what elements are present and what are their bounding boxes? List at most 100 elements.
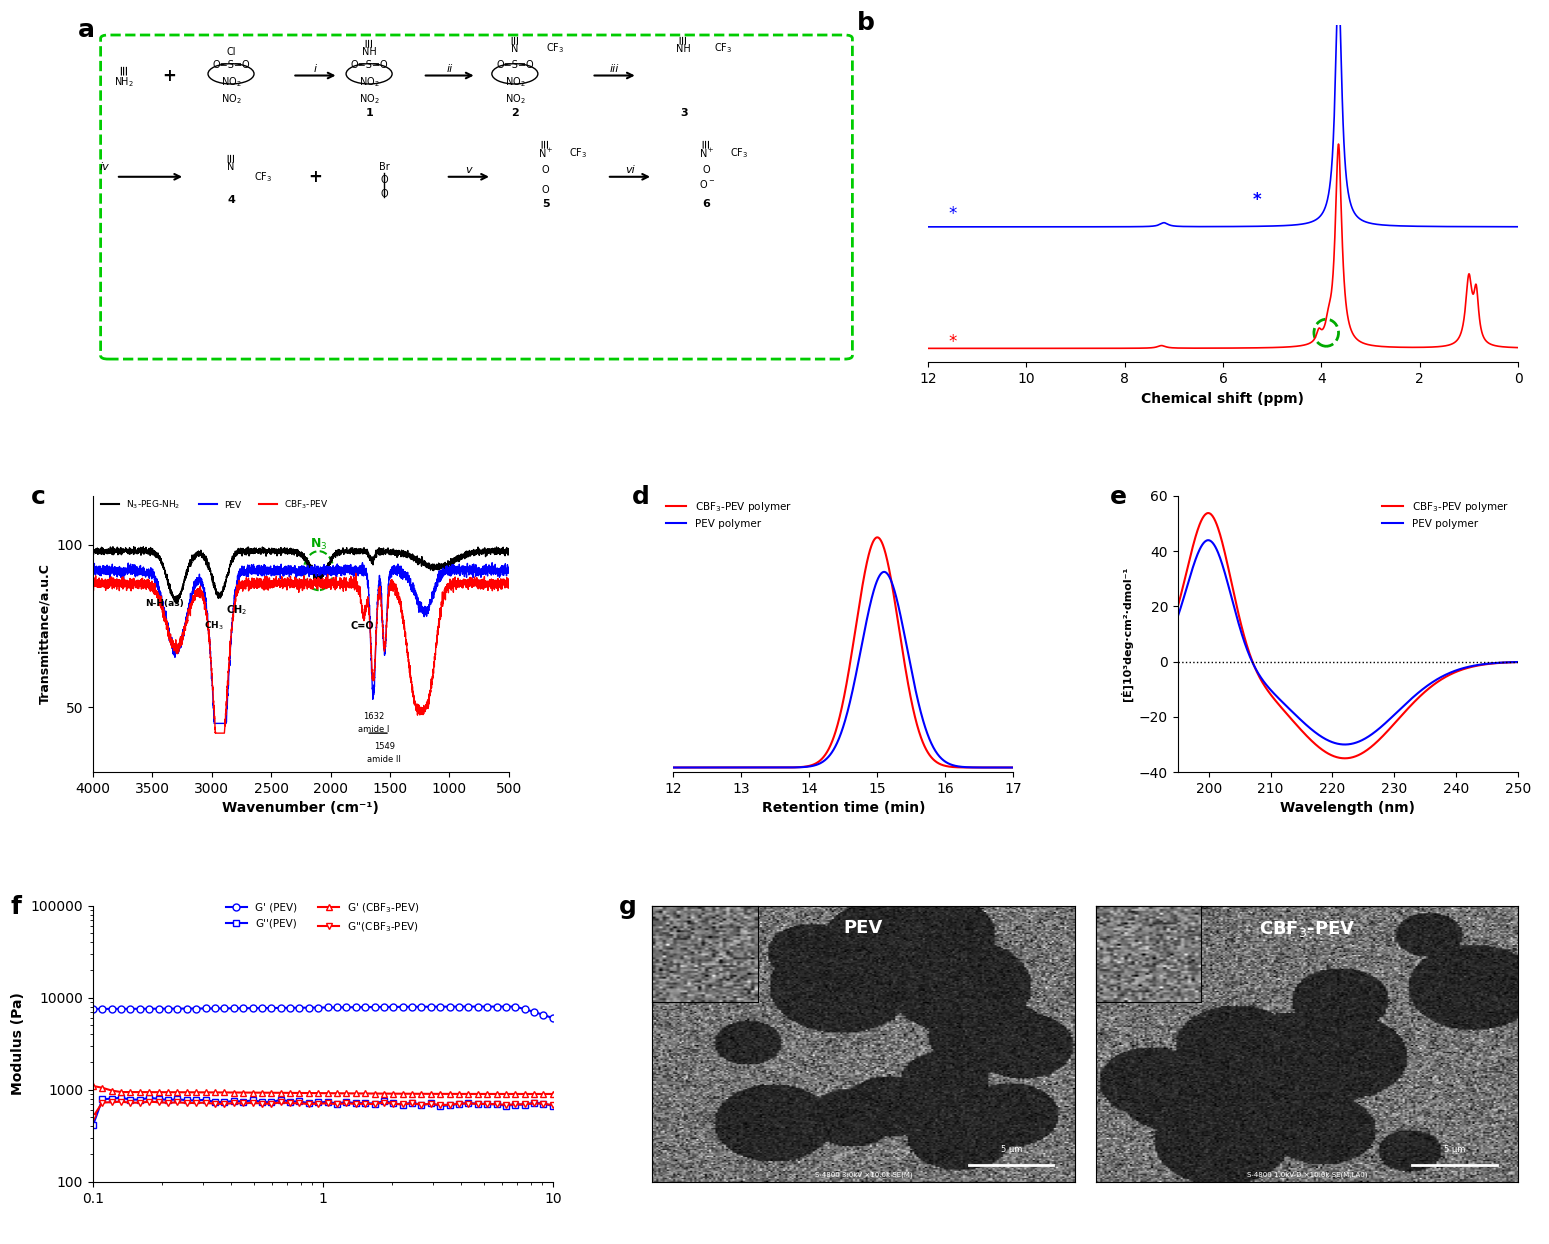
G''(CBF$_3$-PEV) xyxy=(497,1097,516,1112)
G' (PEV) xyxy=(375,999,393,1014)
G' (CBF$_3$-PEV) xyxy=(308,1086,327,1101)
Text: *: * xyxy=(948,205,957,223)
Text: NH$_2$: NH$_2$ xyxy=(113,76,133,90)
G''(PEV) xyxy=(112,1090,130,1105)
G''(CBF$_3$-PEV) xyxy=(149,1095,167,1110)
Text: ≡: ≡ xyxy=(508,34,522,44)
G' (CBF$_3$-PEV) xyxy=(366,1086,384,1101)
G' (PEV) xyxy=(544,1010,562,1025)
Text: 3: 3 xyxy=(680,108,688,118)
G' (PEV) xyxy=(149,1001,167,1016)
G''(CBF$_3$-PEV) xyxy=(393,1097,412,1112)
G''(PEV) xyxy=(440,1098,459,1113)
G' (PEV) xyxy=(84,1001,102,1016)
Text: i: i xyxy=(314,63,318,73)
Legend: G' (PEV), G''(PEV), G' (CBF$_3$-PEV), G''(CBF$_3$-PEV): G' (PEV), G''(PEV), G' (CBF$_3$-PEV), G'… xyxy=(222,897,424,938)
Text: NH: NH xyxy=(677,44,691,53)
G''(PEV) xyxy=(308,1095,327,1110)
G' (PEV) xyxy=(338,1000,356,1015)
G' (CBF$_3$-PEV) xyxy=(178,1085,197,1100)
G' (CBF$_3$-PEV) xyxy=(130,1085,149,1100)
G''(PEV) xyxy=(318,1095,336,1110)
Text: CBF$_3$-PEV: CBF$_3$-PEV xyxy=(1258,919,1355,939)
G''(CBF$_3$-PEV) xyxy=(488,1097,507,1112)
G''(CBF$_3$-PEV) xyxy=(130,1095,149,1110)
G' (CBF$_3$-PEV) xyxy=(112,1085,130,1100)
G' (CBF$_3$-PEV) xyxy=(280,1086,299,1101)
Text: CH$_3$: CH$_3$ xyxy=(204,620,225,632)
G''(CBF$_3$-PEV) xyxy=(271,1095,290,1110)
G' (PEV) xyxy=(243,1000,262,1015)
G' (PEV) xyxy=(328,1000,347,1015)
G' (PEV) xyxy=(197,1001,215,1016)
G' (PEV) xyxy=(393,999,412,1014)
G''(CBF$_3$-PEV) xyxy=(215,1096,234,1111)
G''(CBF$_3$-PEV) xyxy=(516,1097,534,1112)
G' (PEV) xyxy=(234,1000,252,1015)
Line: G''(CBF$_3$-PEV): G''(CBF$_3$-PEV) xyxy=(90,1098,556,1121)
G' (PEV) xyxy=(459,999,477,1014)
G' (PEV) xyxy=(366,1000,384,1015)
G''(CBF$_3$-PEV) xyxy=(347,1096,366,1111)
G''(PEV) xyxy=(169,1092,187,1107)
Text: CF$_3$: CF$_3$ xyxy=(545,41,564,56)
Text: 1: 1 xyxy=(366,108,373,118)
G''(CBF$_3$-PEV) xyxy=(449,1096,468,1111)
Text: 1549: 1549 xyxy=(373,741,395,750)
G''(CBF$_3$-PEV) xyxy=(187,1096,206,1111)
G' (CBF$_3$-PEV) xyxy=(468,1086,486,1101)
G' (PEV) xyxy=(403,999,421,1014)
Text: ≡: ≡ xyxy=(362,36,375,47)
G' (PEV) xyxy=(130,1001,149,1016)
G' (CBF$_3$-PEV) xyxy=(299,1086,318,1101)
G''(PEV) xyxy=(102,1091,121,1106)
Text: e: e xyxy=(1109,485,1126,509)
Text: ≡: ≡ xyxy=(539,138,551,148)
G' (PEV) xyxy=(468,999,486,1014)
G' (PEV) xyxy=(139,1001,158,1016)
G''(PEV) xyxy=(225,1093,243,1108)
Text: N$^+$: N$^+$ xyxy=(699,147,714,159)
G''(PEV) xyxy=(431,1098,449,1113)
Text: O: O xyxy=(381,189,389,199)
G' (CBF$_3$-PEV) xyxy=(525,1086,544,1101)
G' (CBF$_3$-PEV) xyxy=(139,1085,158,1100)
G' (CBF$_3$-PEV) xyxy=(318,1086,336,1101)
G''(CBF$_3$-PEV) xyxy=(290,1096,308,1111)
G' (PEV) xyxy=(477,999,496,1014)
G''(CBF$_3$-PEV) xyxy=(158,1096,177,1111)
G''(PEV) xyxy=(347,1096,366,1111)
G''(CBF$_3$-PEV) xyxy=(252,1096,271,1111)
G''(CBF$_3$-PEV) xyxy=(507,1097,525,1112)
G' (CBF$_3$-PEV) xyxy=(169,1085,187,1100)
Text: Br: Br xyxy=(380,162,390,172)
G' (PEV) xyxy=(421,999,440,1014)
Text: a: a xyxy=(77,19,94,42)
Text: 5: 5 xyxy=(542,199,550,209)
G' (PEV) xyxy=(262,1000,280,1015)
G''(PEV) xyxy=(215,1095,234,1110)
G''(PEV) xyxy=(488,1097,507,1112)
G''(PEV) xyxy=(421,1096,440,1111)
G' (CBF$_3$-PEV) xyxy=(121,1085,139,1100)
G''(CBF$_3$-PEV) xyxy=(243,1095,262,1110)
G' (PEV) xyxy=(431,999,449,1014)
G' (CBF$_3$-PEV) xyxy=(197,1085,215,1100)
G' (PEV) xyxy=(121,1001,139,1016)
Y-axis label: Transmittance/a.u.C: Transmittance/a.u.C xyxy=(39,564,51,704)
X-axis label: Wavenumber (cm⁻¹): Wavenumber (cm⁻¹) xyxy=(223,801,380,815)
G' (CBF$_3$-PEV) xyxy=(459,1086,477,1101)
G''(PEV) xyxy=(403,1095,421,1110)
G' (PEV) xyxy=(158,1001,177,1016)
G''(CBF$_3$-PEV) xyxy=(280,1096,299,1111)
G' (CBF$_3$-PEV) xyxy=(243,1085,262,1100)
G' (PEV) xyxy=(299,1000,318,1015)
Text: f: f xyxy=(11,894,22,918)
Text: ≡: ≡ xyxy=(225,152,237,162)
G' (PEV) xyxy=(449,999,468,1014)
G''(PEV) xyxy=(234,1095,252,1110)
Text: O=S=O: O=S=O xyxy=(496,61,534,71)
Text: N: N xyxy=(228,162,235,172)
Line: G' (PEV): G' (PEV) xyxy=(90,1003,556,1021)
Text: iv: iv xyxy=(99,162,110,172)
